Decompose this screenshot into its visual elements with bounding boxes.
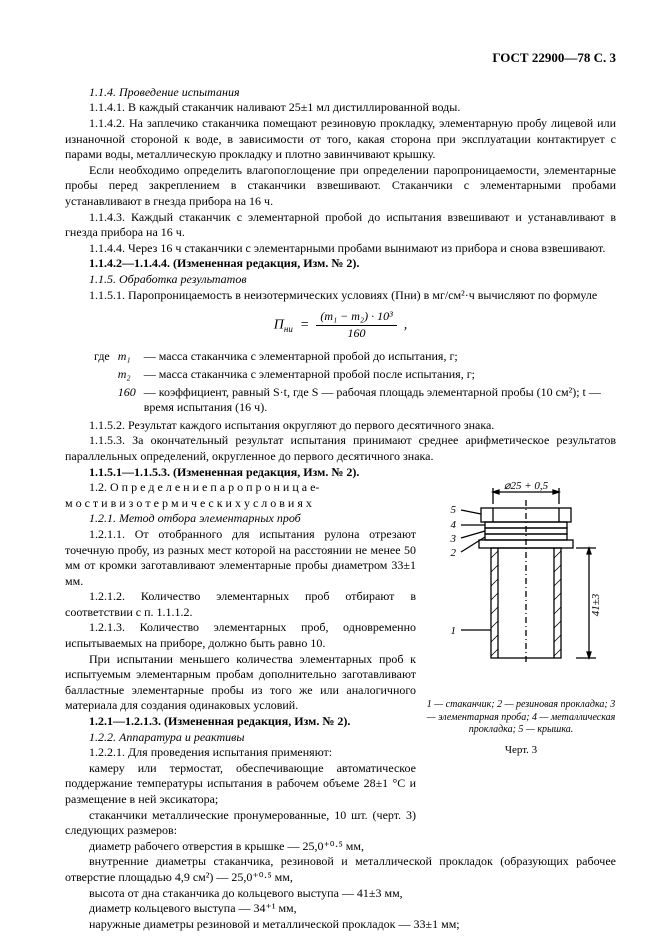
formula-numerator: (m₁ − m₂) · 10³ xyxy=(316,309,396,326)
figure-column: ⌀25 + 0,5 5 4 3 2 1 41±3 1 — стаканчик; … xyxy=(426,480,616,757)
heading-1-2-1: 1.2.1. Метод отбора элементарных проб xyxy=(65,511,416,527)
where-m1-sym: m₁ xyxy=(115,349,139,365)
heading-1-1-5: 1.1.5. Обработка результатов xyxy=(65,272,616,288)
formula-fraction: (m₁ − m₂) · 10³ 160 xyxy=(316,309,396,341)
dim-5: наружные диаметры резиновой и металличес… xyxy=(65,917,616,933)
para-1-1-4-3: 1.1.4.3. Каждый стаканчик с элементарной… xyxy=(65,210,616,241)
heading-1-1-4: 1.1.4. Проведение испытания xyxy=(65,85,616,101)
dim-3: высота от дна стаканчика до кольцевого в… xyxy=(65,886,616,902)
para-1-2-2-1b: камеру или термостат, обеспечивающие авт… xyxy=(65,761,416,808)
document-page: ГОСТ 22900—78 С. 3 1.1.4. Проведение исп… xyxy=(0,0,661,936)
note-1-2-1: 1.2.1—1.2.1.3. (Измененная редакция, Изм… xyxy=(65,714,416,730)
para-1-2-2-1c: стаканчики металлические пронумерованные… xyxy=(65,808,416,839)
heading-1-2-b: м о с т и в и з о т е р м и ч е с к и х … xyxy=(65,496,416,512)
fig-label-5: 5 xyxy=(451,504,457,516)
fig-label-1: 1 xyxy=(451,625,457,637)
note-1-1-4: 1.1.4.2—1.1.4.4. (Измененная редакция, И… xyxy=(65,256,616,272)
where-m2-sym: m₂ xyxy=(115,367,139,383)
para-1-1-4-1: 1.1.4.1. В каждый стаканчик наливают 25±… xyxy=(65,100,616,116)
where-160-sym: 160 xyxy=(115,385,139,416)
where-160-text: — коэффициент, равный S·t, где S — рабоч… xyxy=(141,385,614,416)
figure-caption: 1 — стаканчик; 2 — резиновая прокладка; … xyxy=(426,699,616,737)
formula-lhs: П xyxy=(274,318,284,333)
fig-label-4: 4 xyxy=(451,519,457,531)
para-1-1-4-2: 1.1.4.2. На заплечико стаканчика помещаю… xyxy=(65,116,616,163)
note-1-1-5: 1.1.5.1—1.1.5.3. (Измененная редакция, И… xyxy=(65,465,616,481)
para-1-2-2-1a: 1.2.2.1. Для проведения испытания примен… xyxy=(65,745,416,761)
fig-dim-top: ⌀25 + 0,5 xyxy=(504,480,549,492)
figure-drawing: ⌀25 + 0,5 5 4 3 2 1 41±3 xyxy=(431,480,611,695)
where-lead: где xyxy=(91,349,113,365)
fig-dim-side: 41±3 xyxy=(590,593,602,616)
formula-denominator: 160 xyxy=(316,326,396,342)
two-column-section: 1.2. О п р е д е л е н и е п а р о п р о… xyxy=(65,480,616,839)
where-table: где m₁ — масса стаканчика с элементарной… xyxy=(89,347,616,417)
para-1-2-1-3: 1.2.1.3. Количество элементарных проб, о… xyxy=(65,620,416,651)
where-m1-text: — масса стаканчика с элементарной пробой… xyxy=(141,349,614,365)
page-header: ГОСТ 22900—78 С. 3 xyxy=(65,50,616,67)
para-1-1-5-3: 1.1.5.3. За окончательный результат испы… xyxy=(65,433,616,464)
dim-4: диаметр кольцевого выступа — 34⁺¹ мм, xyxy=(65,901,616,917)
para-1-2-1-3b: При испытании меньшего количества элемен… xyxy=(65,652,416,714)
where-m2-text: — масса стаканчика с элементарной пробой… xyxy=(141,367,614,383)
para-1-2-1-1: 1.2.1.1. От отобранного для испытания ру… xyxy=(65,527,416,589)
heading-1-2-a: 1.2. О п р е д е л е н и е п а р о п р о… xyxy=(65,480,416,496)
dim-1: диаметр рабочего отверстия в крышке — 25… xyxy=(65,839,616,855)
para-1-2-1-2: 1.2.1.2. Количество элементарных проб от… xyxy=(65,589,416,620)
formula: Пни = (m₁ − m₂) · 10³ 160 , xyxy=(65,309,616,341)
fig-label-2: 2 xyxy=(451,547,457,559)
para-1-1-4-2b: Если необходимо определить влагопоглощен… xyxy=(65,163,616,210)
heading-1-2-2: 1.2.2. Аппаратура и реактивы xyxy=(65,730,416,746)
para-1-1-5-2: 1.1.5.2. Результат каждого испытания окр… xyxy=(65,418,616,434)
para-1-1-4-4: 1.1.4.4. Через 16 ч стаканчики с элемент… xyxy=(65,241,616,257)
left-column: 1.2. О п р е д е л е н и е п а р о п р о… xyxy=(65,480,426,839)
formula-lhs-sub: ни xyxy=(284,324,293,334)
figure-title: Черт. 3 xyxy=(426,743,616,757)
para-1-1-5-1: 1.1.5.1. Паропроницаемость в неизотермич… xyxy=(65,288,616,304)
dim-2: внутренние диаметры стаканчика, резиново… xyxy=(65,854,616,885)
fig-label-3: 3 xyxy=(450,533,457,545)
